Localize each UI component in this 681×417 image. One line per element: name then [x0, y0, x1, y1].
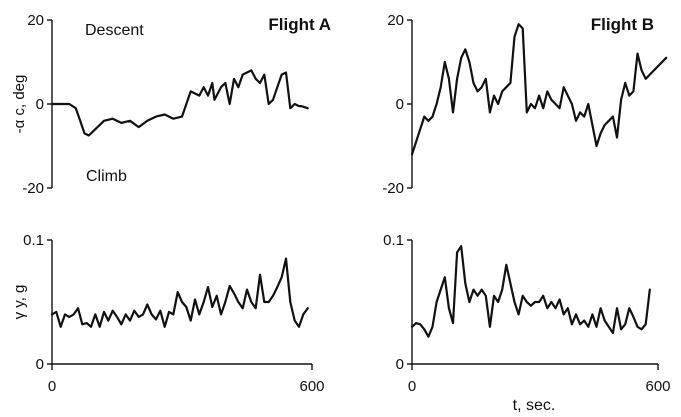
x-tick-label: 600	[645, 378, 670, 395]
x-tick-label: 0	[408, 378, 416, 395]
y-axis-label: γ y, g	[11, 285, 28, 320]
annotation-climb: Climb	[86, 168, 127, 185]
series-line	[410, 245, 651, 338]
panel-title: Flight B	[591, 15, 654, 34]
panel-flight-b-top: 20 0 -20 Flight B	[382, 12, 668, 197]
x-axis-label: t, sec.	[513, 397, 556, 414]
y-tick-label: 20	[387, 12, 404, 29]
series-line	[50, 257, 309, 328]
series-line	[50, 69, 309, 137]
y-tick-label: 0	[36, 96, 44, 113]
y-tick-label: -20	[382, 180, 404, 197]
panel-flight-a-top: 20 0 -20 -α c, deg Descent Climb Flight …	[11, 12, 331, 197]
panel-flight-b-bottom: 0.1 0 0 600 t, sec.	[383, 232, 670, 414]
series-line	[410, 23, 668, 156]
panel-flight-a-bottom: 0.1 0 0 600 γ y, g	[11, 232, 325, 395]
y-tick-label: 0.1	[23, 232, 44, 249]
y-axis-label: -α c, deg	[11, 75, 28, 134]
y-tick-label: 0.1	[383, 232, 404, 249]
y-tick-label: 20	[27, 12, 44, 29]
panel-title: Flight A	[268, 15, 331, 34]
y-tick-label: -20	[22, 180, 44, 197]
annotation-descent: Descent	[85, 22, 144, 39]
y-tick-label: 0	[396, 356, 404, 373]
x-tick-label: 0	[48, 378, 56, 395]
y-tick-label: 0	[396, 96, 404, 113]
x-tick-label: 600	[299, 378, 324, 395]
y-tick-label: 0	[36, 356, 44, 373]
